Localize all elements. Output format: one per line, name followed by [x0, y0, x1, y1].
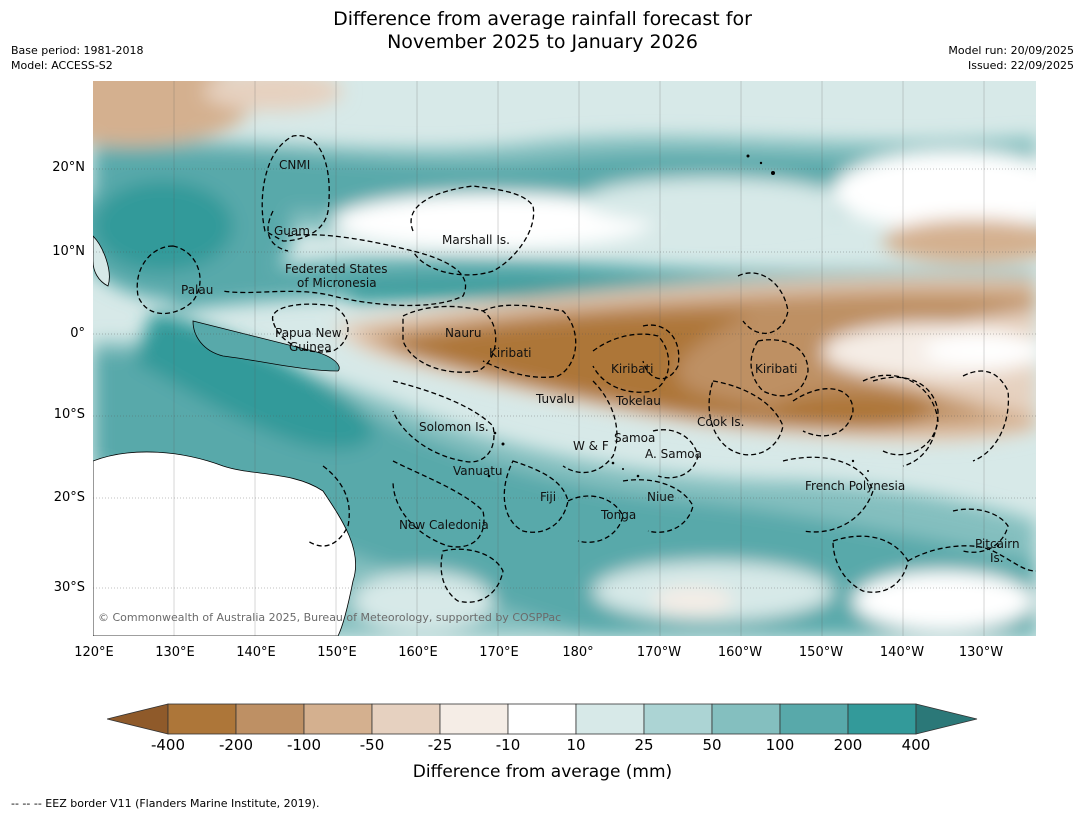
label-cook: Cook Is.	[697, 415, 744, 429]
label-png-1: Papua New	[275, 326, 342, 340]
colorbar-segment	[847, 703, 917, 735]
colorbar-segment	[235, 703, 305, 735]
label-pitcairn-2: Is.	[990, 551, 1004, 565]
lat-tick-20n: 20°N	[52, 160, 85, 175]
graticule	[173, 81, 985, 636]
lon-tick-130e: 130°E	[155, 645, 195, 660]
lat-tick-30s: 30°S	[53, 580, 85, 595]
meta-right: Model run: 20/09/2025 Issued: 22/09/2025	[948, 43, 1074, 73]
colorbar-title: Difference from average (mm)	[412, 762, 673, 782]
copyright-notice: © Commonwealth of Australia 2025, Bureau…	[98, 611, 561, 624]
label-cnmi: CNMI	[279, 158, 310, 172]
lat-tick-0: 0°	[70, 326, 85, 341]
colorbar-segment	[779, 703, 849, 735]
colorbar-extend-high	[915, 703, 978, 735]
coastlines	[93, 235, 357, 636]
model-run: Model run: 20/09/2025	[948, 44, 1074, 57]
colorbar-tick-label: 200	[833, 736, 863, 754]
rainfall-field	[93, 81, 1036, 636]
label-niue: Niue	[647, 490, 674, 504]
label-solomon: Solomon Is.	[419, 420, 489, 434]
label-guam: Guam	[274, 224, 310, 238]
colorbar-segment	[167, 703, 237, 735]
lat-tick-10s: 10°S	[53, 407, 85, 422]
colorbar	[106, 703, 979, 741]
lon-tick-140w: 140°W	[879, 645, 925, 660]
label-palau: Palau	[181, 283, 213, 297]
map-title: Difference from average rainfall forecas…	[0, 8, 1085, 54]
colorbar-segment	[303, 703, 373, 735]
model-name: Model: ACCESS-S2	[11, 59, 113, 72]
lon-tick-170w: 170°W	[636, 645, 682, 660]
issued-date: Issued: 22/09/2025	[967, 59, 1074, 72]
label-tokelau: Tokelau	[615, 394, 661, 408]
label-pitcairn-1: Pitcairn	[975, 537, 1020, 551]
lon-tick-180: 180°	[562, 645, 594, 660]
base-period: Base period: 1981-2018	[11, 44, 144, 57]
lon-tick-130w: 130°W	[958, 645, 1004, 660]
label-kiribati-west: Kiribati	[489, 346, 531, 360]
colorbar-segment	[371, 703, 441, 735]
colorbar-extend-low	[106, 703, 169, 735]
colorbar-segment	[439, 703, 509, 735]
lon-tick-120e: 120°E	[74, 645, 114, 660]
colorbar-segment	[643, 703, 713, 735]
colorbar-tick-label: -400	[150, 736, 186, 754]
colorbar-tick-label: 400	[901, 736, 931, 754]
label-kiribati-central: Kiribati	[611, 362, 653, 376]
meta-left: Base period: 1981-2018 Model: ACCESS-S2	[11, 43, 143, 73]
latitude-lines	[93, 168, 1036, 589]
colorbar-tick-label: 10	[566, 736, 586, 754]
eez-borders	[136, 135, 1036, 603]
map-area: CNMI Guam Marshall Is. Federated States …	[93, 81, 1036, 636]
lon-tick-150w: 150°W	[798, 645, 844, 660]
label-fiji: Fiji	[540, 490, 556, 504]
colorbar-segment	[507, 703, 577, 735]
lon-tick-170e: 170°E	[479, 645, 519, 660]
label-tonga: Tonga	[600, 508, 636, 522]
label-vanuatu: Vanuatu	[453, 464, 503, 478]
colorbar-tick-label: 50	[702, 736, 722, 754]
label-kiribati-east: Kiribati	[755, 362, 797, 376]
lon-tick-150e: 150°E	[317, 645, 357, 660]
colorbar-tick-label: -25	[427, 736, 453, 754]
label-french-polynesia: French Polynesia	[805, 479, 905, 493]
label-samoa: Samoa	[614, 431, 655, 445]
label-asamoa: A. Samoa	[645, 447, 702, 461]
lon-tick-160e: 160°E	[398, 645, 438, 660]
colorbar-tick-label: 25	[634, 736, 654, 754]
colorbar-tick-label: -10	[495, 736, 521, 754]
colorbar-tick-label: 100	[765, 736, 795, 754]
label-fsm-1: Federated States	[285, 262, 387, 276]
label-marshall: Marshall Is.	[442, 233, 510, 247]
colorbar-tick-label: -50	[359, 736, 385, 754]
label-wf: W & F	[573, 439, 609, 453]
lon-tick-140e: 140°E	[236, 645, 276, 660]
label-png-2: Guinea	[289, 340, 332, 354]
colorbar-segment	[711, 703, 781, 735]
label-fsm-2: of Micronesia	[297, 276, 377, 290]
region-label-group: CNMI Guam Marshall Is. Federated States …	[181, 158, 1020, 565]
label-new-caledonia: New Caledonia	[399, 518, 489, 532]
eez-legend-note: -- -- -- EEZ border V11 (Flanders Marine…	[11, 797, 320, 810]
colorbar-segment	[575, 703, 645, 735]
lat-tick-10n: 10°N	[52, 244, 85, 259]
island-marks	[487, 154, 1000, 548]
colorbar-tick-label: -200	[218, 736, 254, 754]
title-line-2: November 2025 to January 2026	[387, 31, 698, 53]
colorbar-tick-label: -100	[286, 736, 322, 754]
lat-tick-20s: 20°S	[53, 490, 85, 505]
lon-tick-160w: 160°W	[717, 645, 763, 660]
title-line-1: Difference from average rainfall forecas…	[333, 8, 752, 30]
label-nauru: Nauru	[445, 326, 481, 340]
label-tuvalu: Tuvalu	[535, 392, 575, 406]
